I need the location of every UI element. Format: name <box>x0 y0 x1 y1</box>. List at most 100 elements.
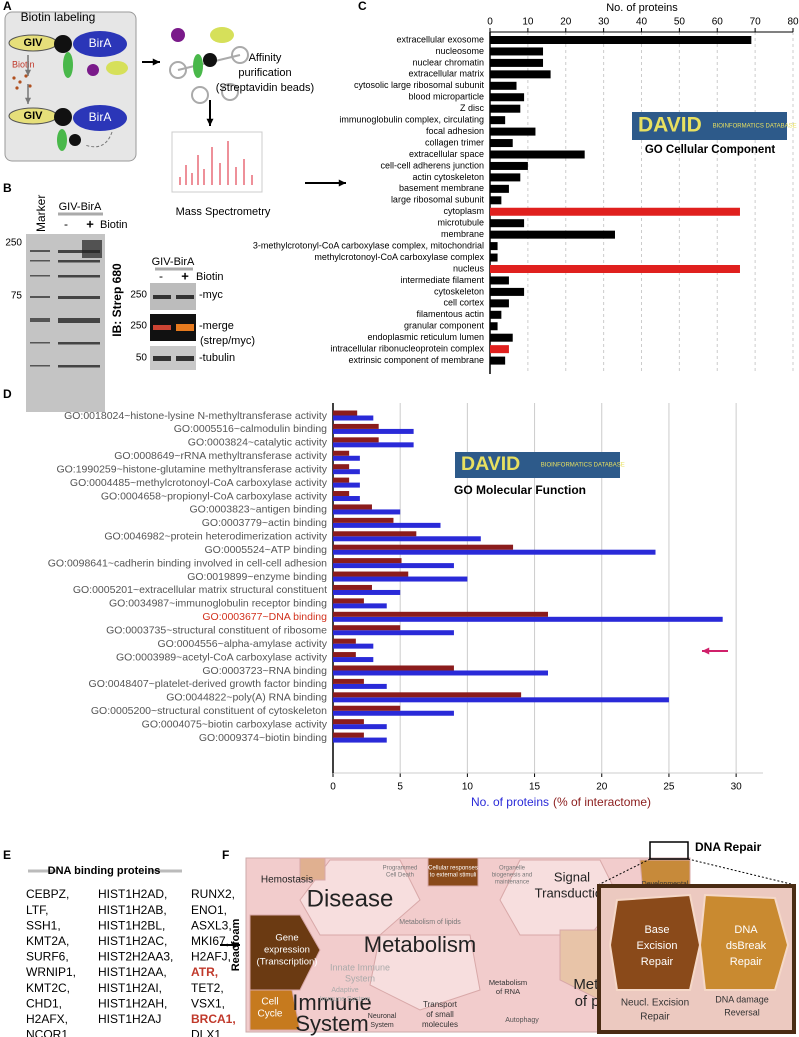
bar <box>490 265 740 273</box>
logo-text: DAVID <box>461 453 520 475</box>
x-axis-title: No. of proteins <box>606 2 678 14</box>
y-tick-label: GO:0004485~methylcrotonoyl-CoA carboxyla… <box>70 477 328 489</box>
pathway-label: Hemostasis <box>261 875 313 886</box>
bar <box>333 509 401 515</box>
bar <box>490 139 513 148</box>
bar <box>333 536 481 542</box>
x-tick-label: 25 <box>663 782 675 793</box>
bar <box>490 116 506 125</box>
gene-name: DLX1 <box>191 1028 221 1037</box>
y-tick-label: GO:0005200~structural constituent of cyt… <box>91 705 327 717</box>
biotin-dot <box>24 74 28 78</box>
bar <box>490 81 517 90</box>
bar <box>333 683 387 689</box>
bar <box>333 531 417 537</box>
label: BirA <box>89 36 112 50</box>
bar <box>490 127 536 136</box>
arrow-head <box>232 941 240 949</box>
y-tick-label: extracellular space <box>409 149 484 159</box>
y-tick-label: GO:0034987~immunoglobulin receptor bindi… <box>109 598 327 610</box>
bar <box>333 563 454 569</box>
gel-band <box>82 240 102 258</box>
arrow-head <box>338 179 346 187</box>
x-tick-label: 50 <box>674 17 686 28</box>
label: 250 <box>130 321 147 332</box>
gene-name: NCOR1 <box>26 1028 68 1037</box>
gene-name: KMT2A, <box>26 934 69 948</box>
bar <box>333 724 387 730</box>
y-tick-label: microtubule <box>437 218 484 228</box>
gene-name: LTF, <box>26 903 48 917</box>
gene-name: HIST1H2AI, <box>98 981 162 995</box>
pathway-label: of RNA <box>496 987 520 996</box>
y-tick-label: extracellular matrix <box>408 69 484 79</box>
dashed-arrow <box>84 131 113 148</box>
bar <box>333 517 394 523</box>
bead <box>191 86 209 104</box>
y-tick-label: GO:0046982~protein heterodimerization ac… <box>104 531 327 543</box>
bar <box>333 450 350 456</box>
x-axis-title: No. of proteins <box>471 795 549 809</box>
bar <box>490 184 509 193</box>
y-tick-label: actin cytoskeleton <box>412 172 484 182</box>
bar <box>333 504 372 510</box>
chart-annotation: GO Cellular Component <box>645 144 776 156</box>
repair-label: Repair <box>730 956 763 968</box>
bar <box>333 598 364 604</box>
y-tick-label: GO:1990259~histone-glutamine methyltrans… <box>56 463 327 475</box>
y-tick-label: cytoplasm <box>443 206 484 216</box>
label: + <box>181 268 189 283</box>
repair-label: DNA damage <box>715 994 769 1004</box>
pathway-label: Neuronal <box>368 1013 397 1020</box>
pathway-label: Transport <box>423 1000 458 1009</box>
gene-name: HIST1H2AD, <box>98 887 167 901</box>
pathway-label: Gene <box>275 933 298 944</box>
david-logo <box>455 452 620 478</box>
x-tick-label: 80 <box>787 17 799 28</box>
pathway-label: molecules <box>422 1020 458 1029</box>
label: BirA <box>89 110 112 124</box>
pathway-label: Immune System <box>320 996 371 1003</box>
x-tick-label: 30 <box>731 782 743 793</box>
logo-subtext: BIOINFORMATICS DATABASE <box>541 463 625 469</box>
panel-label: B <box>3 181 12 195</box>
y-tick-label: GO:0005201~extracellular matrix structur… <box>73 584 327 596</box>
pathway-label: Cell Death <box>386 873 414 879</box>
pathway-label: System <box>295 1011 368 1036</box>
label: -tubulin <box>199 352 235 364</box>
y-tick-label: GO:0008649~rRNA methyltransferase activi… <box>114 450 327 462</box>
arrow-head <box>206 118 214 126</box>
bar <box>333 657 374 663</box>
repair-label: Reversal <box>724 1007 760 1017</box>
bar <box>333 692 522 698</box>
label: DNA binding proteins <box>48 865 161 877</box>
y-tick-label: GO:0004556~alpha-amylase activity <box>157 638 327 650</box>
y-tick-label: 3-methylcrotonyl-CoA carboxylase complex… <box>253 240 484 250</box>
y-tick-label: GO:0003735~structural constituent of rib… <box>106 625 327 637</box>
labelled-complex <box>69 134 81 146</box>
linker <box>54 108 72 126</box>
x-tick-label: 20 <box>560 17 572 28</box>
repair-label: Base <box>644 924 669 936</box>
bar <box>490 196 502 205</box>
y-tick-label: intracellular ribonucleoprotein complex <box>330 344 484 354</box>
label: (Streptavidin beads) <box>216 82 314 94</box>
y-tick-label: GO:0005516~calmodulin binding <box>174 423 327 435</box>
blot-band <box>153 356 171 361</box>
pathway-label: Adaptive <box>331 987 358 994</box>
bar <box>333 442 414 448</box>
gel-band <box>30 318 50 322</box>
bar <box>333 678 364 684</box>
gel-band <box>30 342 50 344</box>
gene-name: HIST1H2AJ <box>98 1012 161 1026</box>
y-tick-label: blood microparticle <box>408 92 484 102</box>
bar <box>333 477 350 483</box>
gene-name: ATR, <box>191 965 218 979</box>
bar <box>333 670 548 676</box>
repair-label: DNA <box>734 924 758 936</box>
label: DNA Repair <box>695 840 762 854</box>
panel-label: E <box>3 848 11 862</box>
y-tick-label: GO:0005524~ATP binding <box>205 544 328 556</box>
bar <box>333 625 401 631</box>
repair-label: Neucl. Excision <box>621 998 689 1009</box>
